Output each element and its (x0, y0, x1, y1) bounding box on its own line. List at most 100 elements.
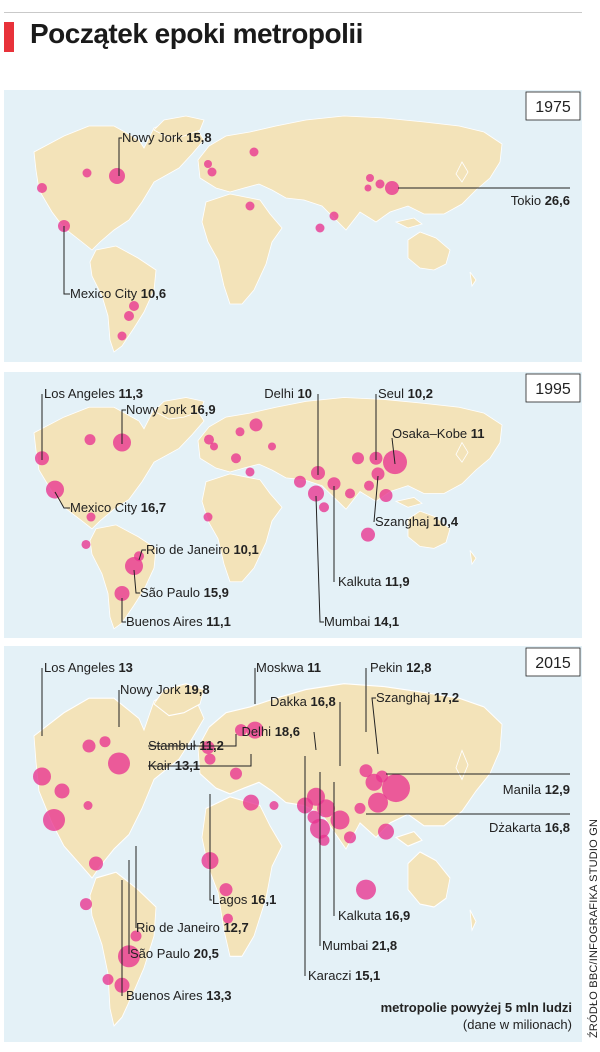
year-badge (525, 647, 581, 677)
city-name: Szanghaj (376, 690, 434, 705)
city-label: São Paulo 20,5 (130, 946, 219, 961)
city-bubble (43, 809, 65, 831)
city-name: Mumbai (324, 614, 374, 629)
city-label: Kalkuta 11,9 (338, 574, 410, 589)
landmass-1 (153, 397, 205, 420)
city-bubble (327, 477, 341, 491)
city-bubble (378, 823, 394, 840)
city-population: 17,2 (434, 690, 459, 705)
city-name: São Paulo (140, 585, 204, 600)
city-name: Mexico City (70, 500, 141, 515)
landmass-7 (455, 441, 469, 463)
leader-line (121, 409, 126, 444)
city-bubble (344, 831, 356, 844)
year-label: 2015 (535, 655, 571, 672)
city-label: Karaczi 15,1 (308, 968, 380, 983)
city-bubble (204, 753, 216, 765)
city-bubble (269, 801, 279, 810)
landmass-8 (469, 550, 477, 566)
city-bubble (125, 557, 143, 576)
city-population: 10,1 (233, 542, 258, 557)
city-population: 14,1 (374, 614, 399, 629)
city-label: Mexico City 10,6 (70, 286, 166, 301)
leader-line (138, 549, 146, 561)
leader-line (54, 491, 70, 509)
city-population: 13 (118, 660, 132, 675)
city-label: Buenos Aires 13,3 (126, 988, 232, 1003)
city-population: 11,9 (385, 574, 410, 589)
city-label: Mumbai 21,8 (322, 938, 397, 953)
city-bubble (33, 767, 51, 786)
city-population: 15,1 (355, 968, 380, 983)
city-name: Delhi (241, 724, 274, 739)
city-label: Delhi 18,6 (241, 724, 300, 739)
city-bubble (223, 913, 233, 924)
leader-line (391, 437, 396, 465)
city-bubble (308, 485, 324, 502)
city-bubble (249, 147, 259, 157)
city-label: Szanghaj 17,2 (376, 690, 459, 705)
city-label: Buenos Aires 11,1 (126, 614, 231, 629)
legend-title: metropolie powyżej 5 mln ludzi (380, 1000, 572, 1015)
city-label: São Paulo 15,9 (140, 585, 229, 600)
city-population: 11 (307, 660, 321, 675)
city-bubble (371, 467, 385, 481)
leader-line (315, 495, 324, 623)
leader-line (373, 475, 379, 523)
city-bubble (37, 183, 47, 193)
city-population: 13,1 (175, 758, 200, 773)
city-label: Osaka–Kobe 11 (392, 426, 485, 441)
landmass-0 (33, 402, 205, 530)
city-bubble (108, 752, 130, 775)
city-name: São Paulo (130, 946, 194, 961)
landmass-8 (469, 271, 477, 288)
landmass-0 (33, 691, 205, 879)
city-bubble (243, 794, 259, 811)
world-landmass (33, 683, 503, 1027)
leader-line (118, 137, 122, 176)
city-name: Rio de Janeiro (146, 542, 233, 557)
year-badge (525, 91, 581, 121)
city-population: 10,2 (408, 386, 433, 401)
city-population: 11,1 (206, 614, 231, 629)
city-bubble (364, 480, 374, 491)
city-population: 18,6 (275, 724, 300, 739)
city-population: 16,9 (190, 402, 215, 417)
landmass-3 (197, 397, 503, 510)
city-population: 10 (298, 386, 312, 401)
page-title: Początek epoki metropolii (30, 18, 363, 49)
landmass-1 (153, 683, 205, 717)
leader-line (133, 569, 140, 594)
landmass-4 (201, 473, 283, 583)
city-bubble (379, 488, 393, 502)
city-population: 10,6 (141, 286, 166, 301)
city-label: Kalkuta 16,9 (338, 908, 410, 923)
city-bubble (354, 802, 366, 814)
city-label: Nowy Jork 16,9 (126, 402, 216, 417)
city-bubble (359, 764, 373, 778)
city-population: 11,2 (199, 738, 224, 753)
city-bubble (375, 179, 385, 189)
city-bubble (102, 974, 114, 985)
city-bubble (235, 724, 247, 737)
map-panel-1975: 1975 Nowy Jork 15,8 Tokio 26,6 Mexico City … (4, 90, 582, 362)
city-label: Dżakarta 16,8 (489, 820, 570, 835)
city-bubble (118, 945, 140, 968)
year-badge (525, 373, 581, 403)
city-name: Stambuł (148, 738, 199, 753)
legend-subtitle: (dane w milionach) (462, 1017, 572, 1032)
city-label: Nowy Jork 15,8 (122, 130, 212, 145)
city-population: 16,8 (310, 694, 335, 709)
city-bubble (356, 879, 376, 900)
city-bubble (81, 539, 91, 549)
source-credit: ŹRÓDŁO BBC/INFOGRAFIKA STUDIO GN (588, 818, 600, 1038)
city-label: Mumbai 14,1 (324, 614, 399, 629)
city-bubble (246, 721, 264, 739)
city-name: Buenos Aires (126, 988, 206, 1003)
city-bubble (230, 767, 242, 780)
city-bubble (124, 311, 134, 321)
city-bubble (207, 167, 217, 177)
city-name: Los Angeles (44, 660, 118, 675)
landmass-3 (197, 115, 503, 231)
city-population: 15,8 (186, 130, 211, 145)
